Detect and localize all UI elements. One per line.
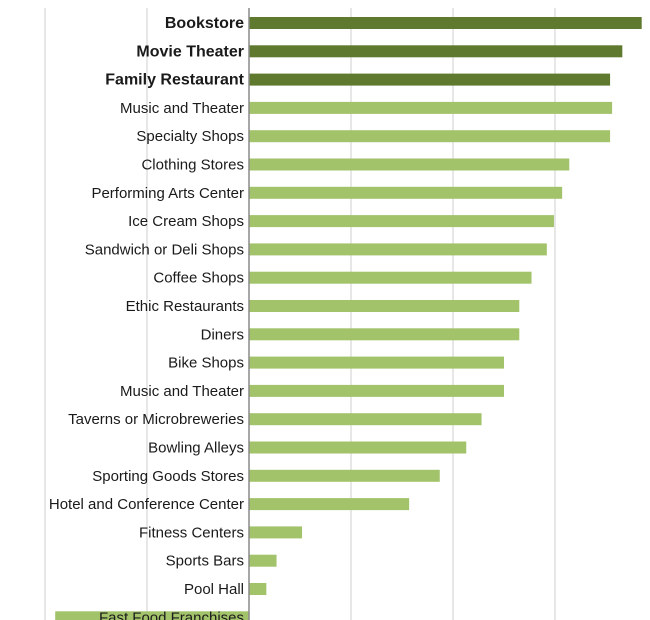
bar (249, 498, 410, 511)
category-label: Performing Arts Center (91, 185, 244, 202)
category-label: Specialty Shops (136, 128, 244, 145)
bars (55, 17, 642, 620)
bar (249, 469, 440, 482)
category-label: Music and Theater (120, 383, 244, 400)
category-label: Ethic Restaurants (126, 298, 244, 315)
category-label: Bowling Alleys (148, 440, 244, 457)
category-label: Fast Food Franchises (99, 609, 244, 620)
category-label: Hotel and Conference Center (49, 496, 244, 513)
category-labels: Bookstore Movie Theater Family Restaurant M… (49, 15, 245, 620)
bar (249, 554, 277, 567)
category-label: Diners (201, 326, 244, 343)
bar (249, 384, 504, 397)
category-label: Pool Hall (184, 581, 244, 598)
bar (249, 130, 611, 143)
bar (249, 583, 267, 595)
category-label: Ice Cream Shops (128, 213, 244, 230)
bar (249, 526, 303, 539)
category-label: Music and Theater (120, 100, 244, 117)
bar (249, 328, 520, 341)
bar (249, 271, 532, 284)
category-label: Sports Bars (166, 553, 244, 570)
bar (55, 611, 250, 620)
bar (249, 243, 547, 256)
bar (249, 45, 623, 58)
category-label: Sporting Goods Stores (92, 468, 244, 485)
bar (249, 356, 504, 369)
bar (249, 413, 482, 426)
bar (249, 17, 642, 29)
category-label: Bike Shops (168, 355, 244, 372)
category-label: Sandwich or Deli Shops (85, 241, 244, 258)
bar (249, 158, 570, 171)
bar (249, 101, 613, 114)
category-label: Fitness Centers (139, 524, 244, 541)
bar (249, 186, 563, 199)
category-label: Bookstore (165, 15, 244, 32)
bar (249, 441, 467, 454)
category-label: Taverns or Microbreweries (68, 411, 244, 428)
category-label: Clothing Stores (141, 157, 244, 174)
bar (249, 300, 520, 312)
category-label: Movie Theater (136, 43, 244, 60)
category-label: Family Restaurant (105, 72, 244, 89)
bar (249, 215, 554, 228)
category-label: Coffee Shops (153, 270, 244, 287)
bar (249, 73, 611, 86)
